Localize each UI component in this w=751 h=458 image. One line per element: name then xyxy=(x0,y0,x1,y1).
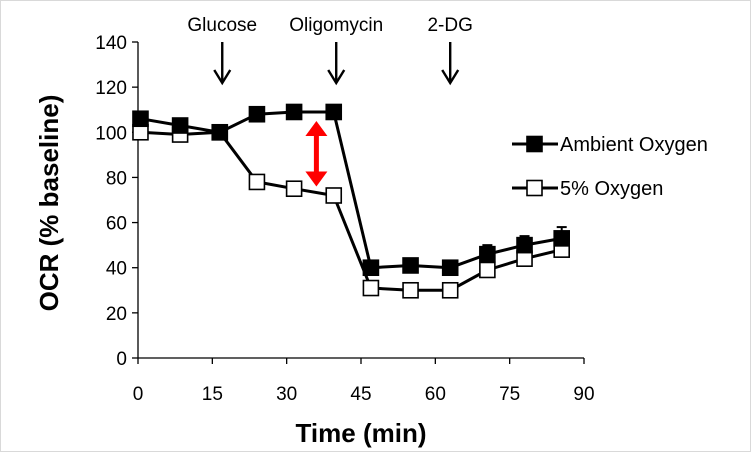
x-tick-label: 75 xyxy=(499,384,520,405)
y-tick-label: 0 xyxy=(116,349,127,370)
data-point-ambient-oxygen xyxy=(325,103,343,121)
data-point-ambient-oxygen xyxy=(362,259,380,277)
difference-arrow-down-icon xyxy=(305,171,328,187)
data-point-5-oxygen xyxy=(402,281,419,299)
series-line-ambient-oxygen xyxy=(140,110,562,270)
y-tick-label: 80 xyxy=(106,168,127,189)
data-point-ambient-oxygen xyxy=(285,103,303,121)
difference-arrow-up-icon xyxy=(305,121,328,136)
down-arrow-head-icon xyxy=(441,69,460,86)
x-tick-label: 45 xyxy=(350,384,371,405)
data-point-ambient-oxygen xyxy=(441,259,459,277)
data-point-5-oxygen xyxy=(441,281,459,299)
data-point-ambient-oxygen xyxy=(171,117,189,134)
x-tick-label: 30 xyxy=(276,384,297,405)
down-arrow-head-icon xyxy=(327,69,346,86)
x-tick-label: 90 xyxy=(573,384,594,405)
y-tick-label: 100 xyxy=(95,123,127,144)
y-tick-label: 40 xyxy=(106,259,127,280)
legend-marker-ambient-oxygen xyxy=(526,135,543,153)
legend-label-5-oxygen: 5% Oxygen xyxy=(560,178,663,200)
y-tick-label: 120 xyxy=(95,78,127,99)
data-point-ambient-oxygen xyxy=(479,245,496,263)
annotation-label: Glucose xyxy=(187,15,257,36)
x-tick-label: 0 xyxy=(133,384,144,405)
legend-label-ambient-oxygen: Ambient Oxygen xyxy=(560,134,708,156)
x-axis-title: Time (min) xyxy=(296,418,427,448)
data-point-5-oxygen xyxy=(325,187,343,204)
y-tick-label: 140 xyxy=(95,33,127,54)
legend-marker-5-oxygen xyxy=(526,179,543,197)
data-point-5-oxygen xyxy=(285,180,303,198)
series-line-5-oxygen xyxy=(140,130,563,292)
down-arrow-head-icon xyxy=(213,69,232,86)
data-point-ambient-oxygen xyxy=(211,123,229,141)
data-point-ambient-oxygen xyxy=(248,105,266,123)
data-point-5-oxygen xyxy=(248,173,266,191)
annotation-label: 2-DG xyxy=(427,15,472,36)
data-point-5-oxygen xyxy=(479,261,496,279)
data-point-5-oxygen xyxy=(362,279,380,297)
data-point-ambient-oxygen xyxy=(402,257,419,274)
x-tick-label: 60 xyxy=(425,384,446,405)
annotation-label: Oligomycin xyxy=(289,15,383,36)
data-point-ambient-oxygen xyxy=(516,236,533,254)
y-tick-label: 20 xyxy=(106,304,127,325)
data-point-ambient-oxygen xyxy=(132,110,149,128)
x-tick-label: 15 xyxy=(202,384,223,405)
data-point-ambient-oxygen xyxy=(553,230,571,247)
y-tick-label: 60 xyxy=(106,214,127,235)
y-axis-title: OCR (% baseline) xyxy=(34,95,64,312)
